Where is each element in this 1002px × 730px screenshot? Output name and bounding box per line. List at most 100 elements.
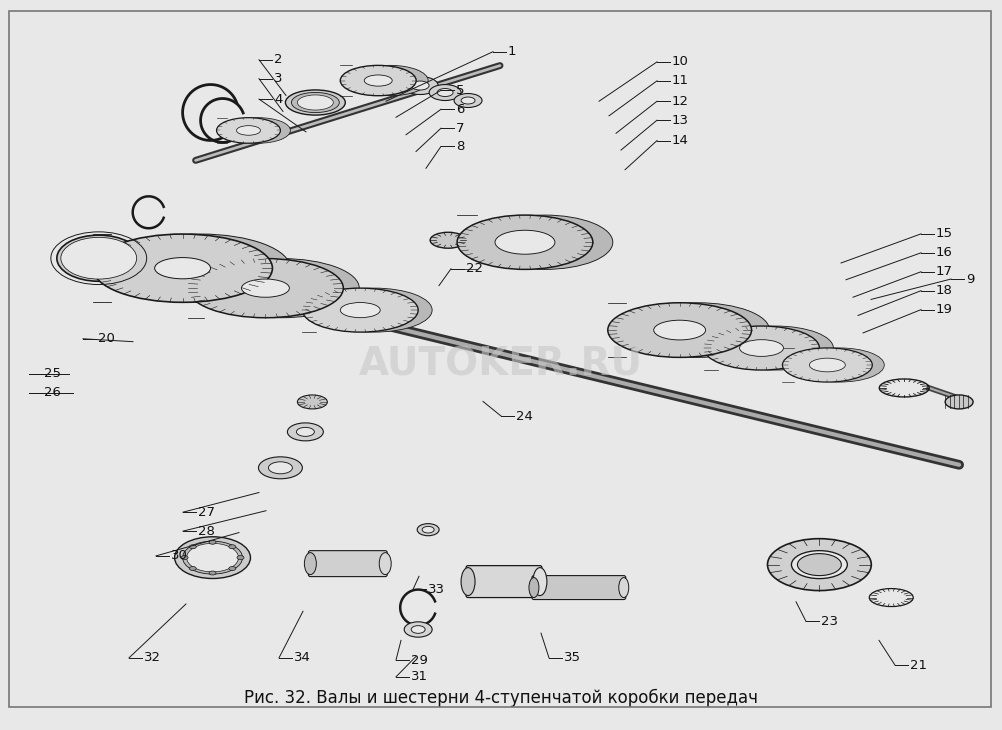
Text: 31: 31 <box>411 670 428 683</box>
Ellipse shape <box>93 234 273 302</box>
Text: 35: 35 <box>564 651 581 664</box>
Text: 10: 10 <box>672 55 688 69</box>
Ellipse shape <box>182 541 242 574</box>
Ellipse shape <box>111 234 291 302</box>
Ellipse shape <box>430 232 466 248</box>
Ellipse shape <box>703 326 820 370</box>
Ellipse shape <box>411 626 425 634</box>
Ellipse shape <box>286 90 346 115</box>
Ellipse shape <box>795 348 885 382</box>
Ellipse shape <box>292 93 340 112</box>
Ellipse shape <box>402 77 438 94</box>
Ellipse shape <box>798 553 842 575</box>
Ellipse shape <box>209 540 216 545</box>
FancyBboxPatch shape <box>309 550 387 577</box>
Ellipse shape <box>226 118 291 143</box>
Ellipse shape <box>189 566 196 571</box>
Text: 30: 30 <box>171 550 187 562</box>
Text: Рис. 32. Валы и шестерни 4-ступенчатой коробки передач: Рис. 32. Валы и шестерни 4-ступенчатой к… <box>244 689 758 707</box>
Ellipse shape <box>457 215 593 269</box>
Text: 14: 14 <box>672 134 688 147</box>
Text: 32: 32 <box>144 651 161 664</box>
Ellipse shape <box>187 258 344 318</box>
Text: 20: 20 <box>98 332 115 345</box>
Ellipse shape <box>259 457 303 479</box>
Text: 19: 19 <box>936 303 953 316</box>
FancyBboxPatch shape <box>532 575 626 599</box>
Ellipse shape <box>189 545 196 549</box>
Text: 25: 25 <box>44 367 61 380</box>
Ellipse shape <box>653 320 705 340</box>
Text: 13: 13 <box>672 114 689 127</box>
FancyBboxPatch shape <box>466 566 542 598</box>
Ellipse shape <box>209 571 216 575</box>
Text: 5: 5 <box>456 84 465 97</box>
Ellipse shape <box>379 553 391 575</box>
Text: 8: 8 <box>456 140 464 153</box>
Ellipse shape <box>57 235 140 281</box>
Text: 17: 17 <box>936 265 953 278</box>
Ellipse shape <box>203 258 360 318</box>
Ellipse shape <box>533 568 547 596</box>
Ellipse shape <box>783 348 873 382</box>
Ellipse shape <box>298 395 328 409</box>
Ellipse shape <box>288 423 324 441</box>
Ellipse shape <box>77 246 120 270</box>
Ellipse shape <box>417 523 439 536</box>
Text: 9: 9 <box>966 272 974 285</box>
Ellipse shape <box>237 556 244 560</box>
Ellipse shape <box>63 239 134 278</box>
Text: 4: 4 <box>274 93 283 106</box>
Ellipse shape <box>529 577 539 598</box>
Ellipse shape <box>792 550 848 579</box>
Text: 16: 16 <box>936 246 953 259</box>
Ellipse shape <box>236 126 261 135</box>
Ellipse shape <box>437 88 453 96</box>
Ellipse shape <box>404 622 432 637</box>
Ellipse shape <box>341 302 380 318</box>
Text: AUTOKER.RU: AUTOKER.RU <box>359 346 643 384</box>
Text: 27: 27 <box>198 506 215 519</box>
Ellipse shape <box>495 229 555 255</box>
Text: 22: 22 <box>466 262 483 275</box>
Ellipse shape <box>477 215 613 269</box>
Ellipse shape <box>301 96 331 109</box>
Text: 6: 6 <box>456 103 464 116</box>
Ellipse shape <box>73 244 124 272</box>
Text: 3: 3 <box>274 72 283 85</box>
Ellipse shape <box>303 288 418 332</box>
Ellipse shape <box>174 537 250 578</box>
Ellipse shape <box>461 568 475 596</box>
Text: 23: 23 <box>821 615 838 628</box>
Text: 12: 12 <box>672 95 689 108</box>
Ellipse shape <box>298 95 334 110</box>
Ellipse shape <box>192 547 232 569</box>
Ellipse shape <box>186 543 238 572</box>
Ellipse shape <box>241 279 290 297</box>
Text: 34: 34 <box>294 651 311 664</box>
Ellipse shape <box>810 358 846 372</box>
Ellipse shape <box>422 526 434 533</box>
Ellipse shape <box>317 288 432 332</box>
Text: 28: 28 <box>198 525 214 537</box>
Ellipse shape <box>353 66 428 96</box>
Text: 24: 24 <box>516 410 533 423</box>
Text: 1: 1 <box>508 45 516 58</box>
Ellipse shape <box>154 258 210 279</box>
Ellipse shape <box>228 545 235 549</box>
Ellipse shape <box>365 75 392 86</box>
Ellipse shape <box>305 553 317 575</box>
Text: 15: 15 <box>936 227 953 240</box>
Ellipse shape <box>228 566 235 571</box>
Ellipse shape <box>739 339 784 356</box>
Ellipse shape <box>626 303 770 358</box>
Text: 29: 29 <box>411 653 428 666</box>
Ellipse shape <box>411 81 429 90</box>
Ellipse shape <box>608 303 752 358</box>
Text: 33: 33 <box>428 583 445 596</box>
Ellipse shape <box>181 556 188 560</box>
Ellipse shape <box>945 395 973 409</box>
Text: 26: 26 <box>44 386 61 399</box>
Text: 21: 21 <box>910 658 927 672</box>
Text: 11: 11 <box>672 74 689 88</box>
